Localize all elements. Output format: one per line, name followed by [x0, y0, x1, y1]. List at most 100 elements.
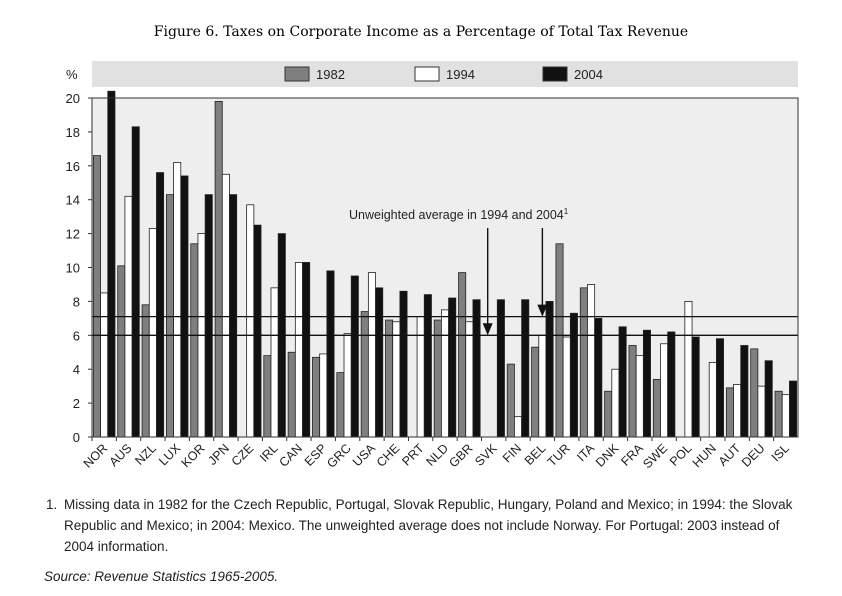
x-tick-label-nld: NLD	[424, 441, 452, 469]
bar-deu-1982	[750, 348, 759, 438]
bar-bel-1982	[531, 346, 540, 438]
x-tick-label-nor: NOR	[81, 441, 111, 471]
bar-deu-2004	[764, 360, 773, 438]
bar-nld-1982	[433, 319, 442, 438]
bar-kor-2004	[204, 194, 213, 438]
bar-nzl-1982	[141, 304, 150, 438]
bar-tur-1994	[562, 336, 571, 438]
bar-aus-1982	[117, 265, 126, 438]
bar-swe-1994	[660, 343, 669, 438]
bar-tur-1982	[555, 243, 564, 438]
y-tick-label-8: 8	[73, 294, 80, 309]
bar-jpn-2004	[229, 194, 238, 438]
bar-can-2004	[302, 262, 311, 438]
bar-gbr-1982	[458, 272, 467, 438]
y-tick-label-4: 4	[73, 362, 80, 377]
bar-aut-1982	[725, 387, 734, 438]
bar-nld-1994	[440, 309, 449, 438]
bar-bel-2004	[545, 300, 554, 438]
x-tick-label-deu: DEU	[739, 441, 768, 470]
bar-aut-2004	[740, 345, 749, 438]
bar-gbr-2004	[472, 299, 481, 438]
x-tick-label-grc: GRC	[324, 441, 354, 471]
bar-nor-2004	[107, 90, 116, 438]
bar-pol-2004	[691, 336, 700, 438]
annotation: Unweighted average in 1994 and 20041	[349, 207, 569, 336]
x-tick-label-kor: KOR	[179, 441, 208, 470]
bar-isl-1994	[781, 394, 790, 438]
bar-irl-1982	[263, 355, 272, 438]
bar-esp-1994	[319, 353, 328, 438]
bar-ita-2004	[594, 317, 603, 438]
bar-can-1994	[294, 262, 303, 438]
bar-deu-1994	[757, 385, 766, 438]
annotation-superscript: 1	[564, 207, 569, 216]
plot-area	[92, 90, 798, 438]
bar-nzl-1994	[148, 228, 157, 438]
source-text: Revenue Statistics 1965-2005.	[94, 569, 279, 584]
bar-nld-2004	[448, 297, 457, 438]
bar-usa-2004	[375, 287, 384, 438]
x-tick-label-esp: ESP	[302, 441, 330, 469]
y-tick-label-2: 2	[73, 396, 80, 411]
x-tick-label-tur: TUR	[545, 441, 573, 469]
bar-pol-1994	[684, 300, 693, 438]
bar-dnk-1982	[604, 390, 613, 438]
x-tick-label-swe: SWE	[640, 441, 670, 471]
bar-isl-2004	[789, 380, 798, 438]
bar-isl-1982	[774, 390, 783, 438]
bar-aus-2004	[131, 126, 140, 438]
y-tick-label-16: 16	[66, 159, 80, 174]
bar-ita-1994	[587, 284, 596, 438]
bar-lux-1982	[166, 194, 175, 438]
legend: 1982 1994 2004	[92, 61, 798, 87]
x-tick-label-gbr: GBR	[446, 441, 475, 470]
bar-fra-2004	[642, 329, 651, 438]
bar-ita-1982	[579, 287, 588, 438]
bar-hun-2004	[715, 338, 724, 438]
bar-jpn-1982	[214, 100, 223, 438]
legend-swatch-1994	[414, 66, 440, 82]
x-tick-label-can: CAN	[276, 441, 305, 470]
bar-fin-1994	[514, 416, 523, 438]
bar-gbr-1994	[465, 321, 474, 438]
x-tick-label-nzl: NZL	[132, 441, 159, 468]
chart-title: Figure 6. Taxes on Corporate Income as a…	[153, 24, 689, 40]
legend-label-1982: 1982	[316, 67, 345, 82]
bar-fin-2004	[521, 299, 530, 438]
bar-che-1982	[385, 319, 394, 438]
bar-usa-1982	[360, 311, 369, 438]
y-tick-label-6: 6	[73, 328, 80, 343]
bar-esp-1982	[312, 356, 321, 438]
bar-chart: 1982 1994 2004 % 0 2 4 6 8 10 12 14 16 18 20 NORAUSNZL…	[66, 61, 799, 471]
source-label: Source:	[44, 569, 91, 584]
y-tick-label-12: 12	[66, 227, 80, 242]
bar-esp-2004	[326, 270, 335, 438]
bar-swe-2004	[667, 331, 676, 438]
bar-nor-1994	[100, 292, 109, 438]
source-note: Source: Revenue Statistics 1965-2005.	[44, 566, 278, 587]
bar-cze-2004	[253, 224, 262, 438]
legend-band	[92, 61, 798, 87]
footnote-number: 1.	[46, 497, 58, 512]
x-tick-label-fin: FIN	[500, 441, 524, 465]
y-tick-label-0: 0	[73, 430, 80, 445]
bar-dnk-2004	[618, 326, 627, 438]
bar-prt-2004	[423, 294, 432, 438]
bar-jpn-1994	[221, 173, 230, 438]
y-unit-label: %	[66, 67, 78, 82]
x-tick-label-lux: LUX	[156, 441, 184, 469]
x-tick-label-svk: SVK	[472, 441, 500, 469]
annotation-arrowhead-bel	[537, 304, 548, 317]
bar-grc-2004	[350, 275, 359, 438]
bar-svk-2004	[496, 299, 505, 438]
bar-kor-1982	[190, 243, 199, 438]
bar-grc-1982	[336, 372, 345, 438]
x-tick-label-jpn: JPN	[205, 441, 232, 468]
bar-lux-1994	[173, 162, 182, 438]
bar-usa-1994	[367, 272, 376, 438]
y-tick-label-20: 20	[66, 91, 80, 106]
bar-lux-2004	[180, 175, 189, 438]
footnote-text: Missing data in 1982 for the Czech Repub…	[64, 497, 793, 554]
y-tick-label-18: 18	[66, 125, 80, 140]
